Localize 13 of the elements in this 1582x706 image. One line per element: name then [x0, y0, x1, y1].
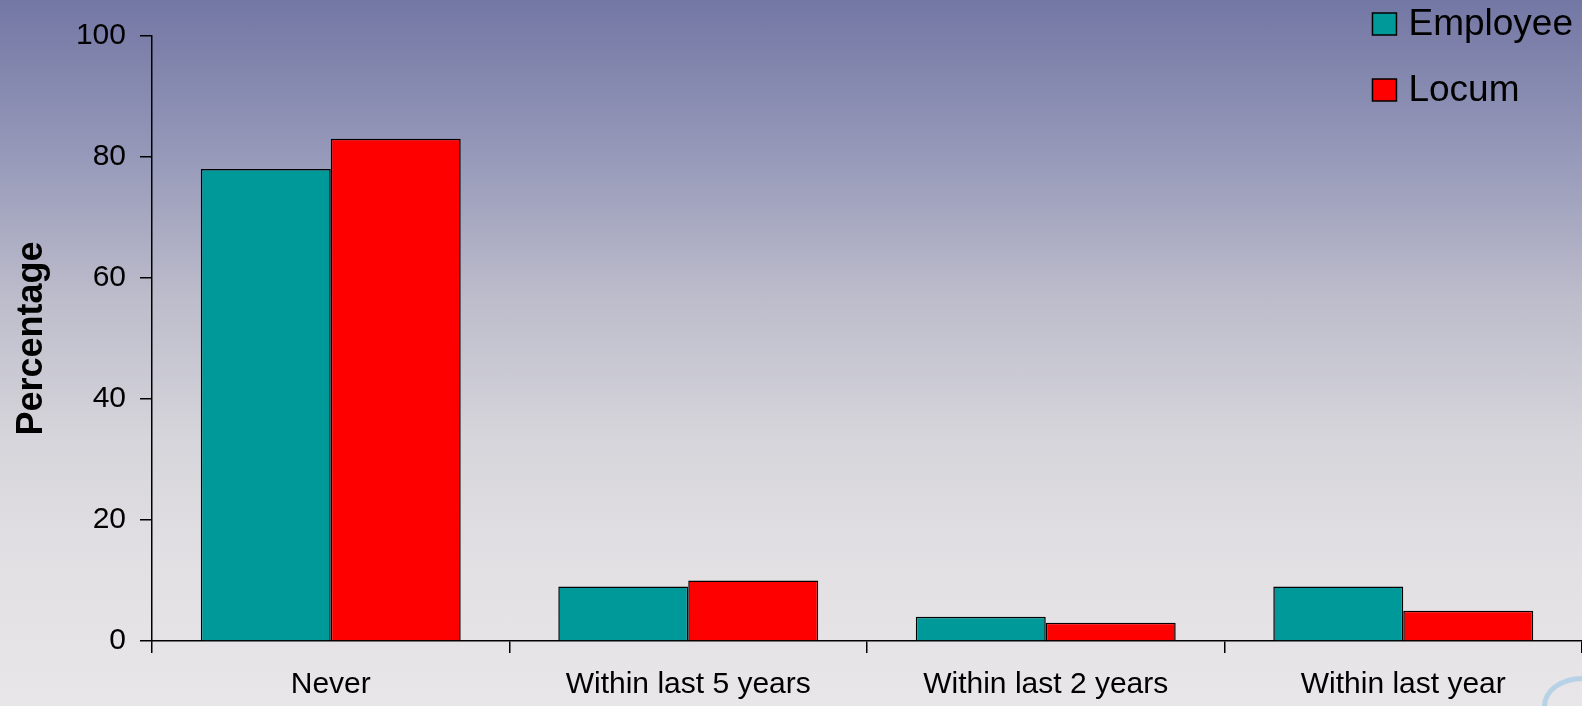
y-tick-label: 60 — [92, 259, 126, 293]
y-tick-label: 0 — [109, 622, 126, 656]
x-tick-label: Within last 5 years — [565, 666, 811, 700]
y-tick-label: 80 — [92, 138, 126, 172]
x-tick-label: Within last 2 years — [923, 666, 1169, 700]
x-tick-label: Within last year — [1300, 666, 1506, 700]
legend-label: Locum — [1408, 68, 1520, 110]
y-tick-label: 40 — [92, 380, 126, 414]
y-tick-label: 20 — [92, 501, 126, 535]
y-tick-label: 100 — [75, 17, 126, 51]
legend-label: Employee — [1408, 2, 1573, 44]
x-tick-label: Never — [290, 666, 371, 700]
y-axis-title: Percentage — [8, 241, 50, 436]
